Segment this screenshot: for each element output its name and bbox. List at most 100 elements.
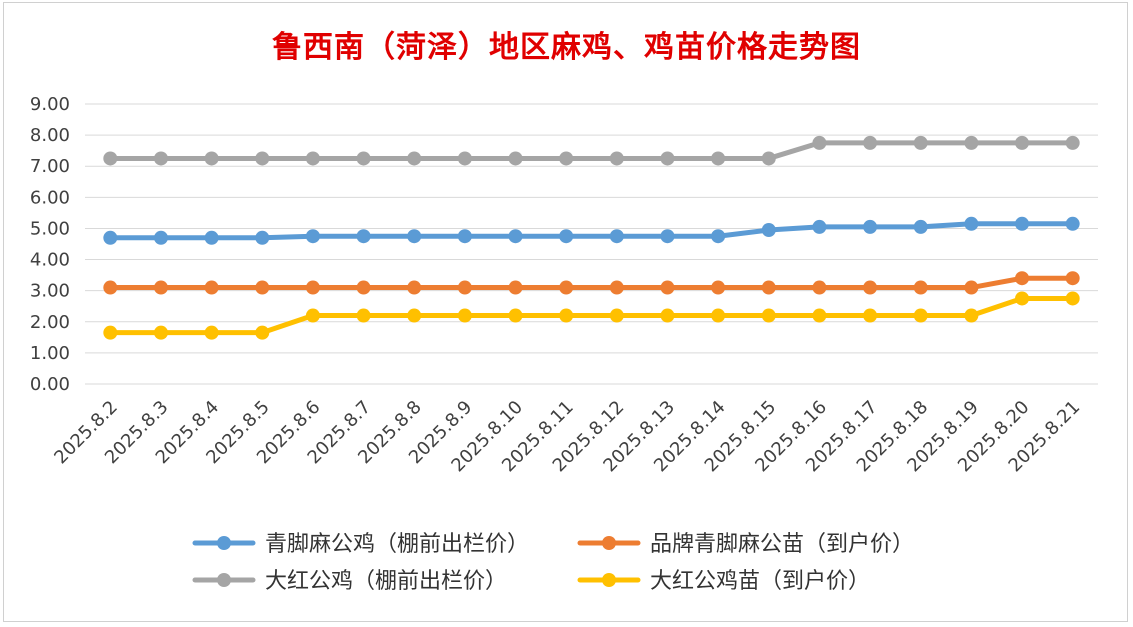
data-point [863,280,878,295]
data-point [204,230,219,245]
data-point [407,308,422,323]
data-point [508,280,523,295]
data-point [559,229,574,244]
data-point [711,308,726,323]
data-point [508,151,523,166]
legend-label: 大红公鸡苗（到户价） [650,569,870,594]
data-point [863,135,878,150]
data-point [913,135,928,150]
series-line [107,221,1076,241]
data-point [812,219,827,234]
data-point [559,308,574,323]
data-point [609,280,624,295]
data-point [356,151,371,166]
data-point [1065,216,1080,231]
data-point [1015,291,1030,306]
data-point [305,229,320,244]
data-point [863,308,878,323]
data-point [761,308,776,323]
data-point [255,151,270,166]
legend-swatch-marker [602,573,616,587]
data-point [964,216,979,231]
data-point [711,280,726,295]
data-point [255,325,270,340]
data-point [305,151,320,166]
data-point [407,280,422,295]
y-tick-label: 1.00 [30,343,70,364]
data-point [913,219,928,234]
data-point [407,151,422,166]
data-point [356,308,371,323]
data-point [964,280,979,295]
data-point [153,230,168,245]
y-tick-label: 5.00 [30,218,70,239]
data-point [1065,271,1080,286]
data-point [407,229,422,244]
data-point [609,151,624,166]
data-point [457,280,472,295]
series-line [107,295,1076,336]
data-point [103,280,118,295]
y-tick-label: 4.00 [30,250,70,271]
data-point [711,229,726,244]
data-point [356,229,371,244]
data-point [103,325,118,340]
data-point [812,135,827,150]
data-point [103,230,118,245]
data-point [660,280,675,295]
y-tick-label: 3.00 [30,281,70,302]
data-point [153,325,168,340]
data-point [559,151,574,166]
data-point [660,151,675,166]
data-point [255,280,270,295]
legend-swatch-marker [602,536,616,550]
data-point [761,223,776,237]
y-tick-label: 9.00 [30,94,70,115]
data-point [1015,135,1030,150]
data-point [863,219,878,234]
data-point [457,308,472,323]
data-point [204,151,219,166]
y-tick-label: 0.00 [30,374,70,395]
data-point [609,308,624,323]
legend-label: 大红公鸡（棚前出栏价） [265,569,507,594]
data-point [660,308,675,323]
data-point [660,229,675,244]
data-point [1015,271,1030,286]
y-tick-label: 6.00 [30,187,70,208]
data-point [609,229,624,244]
data-point [457,151,472,166]
data-point [761,151,776,166]
legend-label: 品牌青脚麻公苗（到户价） [650,532,914,557]
data-point [761,280,776,295]
data-point [204,280,219,295]
data-point [711,151,726,166]
data-point [255,230,270,245]
data-point [1065,135,1080,150]
data-point [508,308,523,323]
series-line [107,275,1076,291]
data-point [964,135,979,150]
chart-title: 鲁西南（菏泽）地区麻鸡、鸡苗价格走势图 [272,30,861,65]
y-tick-label: 7.00 [30,156,70,177]
data-point [153,280,168,295]
data-point [913,280,928,295]
y-tick-label: 8.00 [30,125,70,146]
legend-label: 青脚麻公鸡（棚前出栏价） [265,532,529,557]
data-point [356,280,371,295]
data-point [204,325,219,340]
data-point [153,151,168,166]
legend-swatch-marker [217,573,231,587]
data-point [305,280,320,295]
data-point [305,308,320,323]
data-point [812,308,827,323]
series-line [107,140,1076,161]
data-point [508,229,523,244]
data-point [457,229,472,244]
data-point [103,151,118,166]
data-point [913,308,928,323]
data-point [559,280,574,295]
data-point [964,308,979,323]
data-point [812,280,827,295]
